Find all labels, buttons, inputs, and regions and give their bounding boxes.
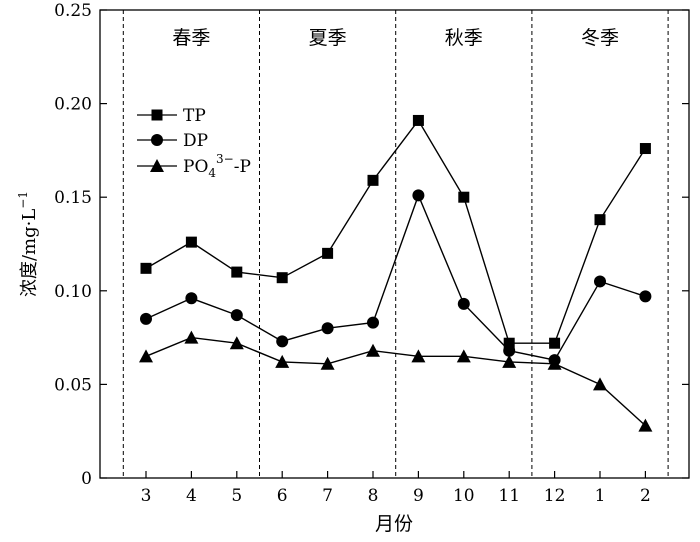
point-tp <box>412 114 424 126</box>
point-dp <box>230 309 243 322</box>
point-tp <box>367 174 379 186</box>
x-tick-label: 1 <box>595 486 606 506</box>
point-po4 <box>547 356 562 370</box>
point-dp <box>594 275 606 288</box>
legend-po4-marker <box>150 159 164 172</box>
point-tp <box>503 337 515 349</box>
point-tp <box>231 266 243 278</box>
point-po4 <box>229 336 244 350</box>
point-tp <box>276 272 288 284</box>
point-dp <box>185 292 198 305</box>
point-dp <box>503 344 516 357</box>
point-po4 <box>184 330 199 344</box>
point-tp <box>185 236 197 248</box>
point-dp <box>412 189 425 202</box>
point-po4 <box>411 349 426 363</box>
point-dp <box>321 322 334 335</box>
point-tp <box>322 247 334 259</box>
point-po4 <box>638 418 653 432</box>
y-tick-label: 0.15 <box>54 188 92 208</box>
season-label-2: 秋季 <box>445 27 483 49</box>
point-tp <box>140 262 152 274</box>
series-line-1 <box>145 193 646 361</box>
legend-dp-label: DP <box>183 131 208 151</box>
point-po4 <box>320 356 335 370</box>
point-tp <box>458 191 470 203</box>
season-label-0: 春季 <box>172 27 210 49</box>
x-axis-title: 月份 <box>375 513 413 535</box>
point-po4 <box>502 354 517 368</box>
series-line-0 <box>145 119 646 344</box>
plot-frame <box>99 9 690 479</box>
point-tp <box>639 143 651 155</box>
y-tick-label: 0 <box>81 469 92 489</box>
point-dp <box>367 316 379 329</box>
x-tick-label: 7 <box>322 486 333 506</box>
point-dp <box>276 335 289 348</box>
x-tick-label: 4 <box>186 486 197 506</box>
point-tp <box>594 214 606 226</box>
x-tick-label: 9 <box>413 486 424 506</box>
y-tick-label: 0.25 <box>54 1 92 21</box>
x-tick-label: 2 <box>640 486 651 506</box>
point-dp <box>457 297 470 310</box>
point-tp <box>549 337 561 349</box>
x-tick-label: 12 <box>544 486 566 506</box>
point-po4 <box>456 349 471 363</box>
y-tick-label: 0.20 <box>54 95 92 115</box>
x-tick-label: 6 <box>277 486 288 506</box>
series-line-2 <box>145 336 646 427</box>
legend: TP DP PO43−-P <box>137 106 251 180</box>
legend-tp-marker <box>151 109 163 121</box>
point-po4 <box>139 349 153 363</box>
season-label-1: 夏季 <box>309 27 347 49</box>
point-po4 <box>275 354 290 368</box>
legend-po4-label: PO43−-P <box>183 152 251 180</box>
legend-dp-marker <box>151 134 163 146</box>
y-tick-label: 0.05 <box>54 375 92 395</box>
x-tick-label: 5 <box>231 486 242 506</box>
x-tick-label: 10 <box>453 486 475 506</box>
point-dp <box>140 312 152 325</box>
point-po4 <box>593 377 607 391</box>
y-tick-label: 0.10 <box>54 282 92 302</box>
season-label-3: 冬季 <box>581 27 619 49</box>
point-po4 <box>366 343 380 357</box>
x-tick-label: 11 <box>498 486 520 506</box>
point-dp <box>639 290 652 303</box>
x-tick-label: 8 <box>368 486 379 506</box>
x-tick-label: 3 <box>141 486 152 506</box>
y-axis-title: 浓度/mg·L−1 <box>16 191 40 297</box>
legend-tp-label: TP <box>183 106 206 126</box>
